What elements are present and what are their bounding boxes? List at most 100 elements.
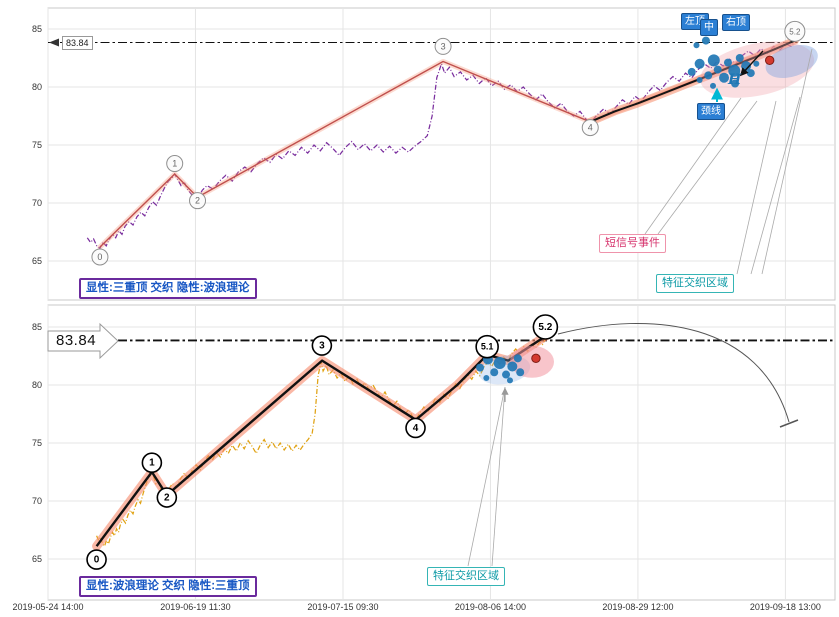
x-tick-label: 2019-08-29 12:00 <box>602 602 673 612</box>
signal-dot <box>507 361 518 372</box>
wave-point-circle <box>189 192 207 210</box>
wave-point-label: 3 <box>441 41 446 51</box>
price-level-flag-top: 83.84 <box>62 36 93 50</box>
key-signal-dot <box>764 55 775 66</box>
y-tick-label: 70 <box>32 496 42 506</box>
y-tick-label: 75 <box>32 140 42 150</box>
signal-dot <box>704 71 713 80</box>
annotation-decorations <box>47 38 813 567</box>
signal-dot <box>701 36 710 45</box>
wave-point-label: 3 <box>319 341 325 352</box>
panel-frame <box>47 7 836 301</box>
wave-point-label: 0 <box>94 555 100 566</box>
wave-point-circle <box>434 37 452 55</box>
middle-top-label: 中 <box>700 19 718 36</box>
wave-point-circle <box>532 314 559 340</box>
projection-curve-cap <box>779 419 799 428</box>
signal-dot <box>502 370 511 379</box>
y-tick-label: 85 <box>32 24 42 34</box>
explicit-pattern-legend-top: 显性:三重顶 交织 隐性:波浪理论 <box>79 278 257 299</box>
y-tick-label: 70 <box>32 198 42 208</box>
short-signal-event-label: 短信号事件 <box>599 234 666 253</box>
y-tick-label: 65 <box>32 554 42 564</box>
bottom-panel: 65 70 75 80 85 0 1 2 3 4 5.1 5.2 <box>32 304 836 601</box>
hline-pointer-icon <box>49 38 59 47</box>
signal-dot <box>506 377 513 384</box>
price-level-banner-value: 83.84 <box>56 332 97 349</box>
signal-dot <box>696 77 703 84</box>
cluster-ellipse <box>700 41 815 98</box>
signal-dot <box>731 79 740 88</box>
wave-point-circle <box>311 335 333 356</box>
wave-point-circle <box>475 334 499 359</box>
callout-leader-line <box>491 386 506 567</box>
pattern-pointer-arrow-icon <box>739 50 764 77</box>
price-line <box>86 40 797 250</box>
wave-point-label: 0 <box>97 252 102 262</box>
signal-dot <box>746 69 755 78</box>
wave-point-circle <box>166 155 184 173</box>
signal-dot <box>710 82 717 89</box>
feature-zone-label-top: 特征交织区域 <box>656 274 734 293</box>
wave-point-label: 1 <box>149 458 155 469</box>
wave-point-label: 4 <box>413 423 419 434</box>
signal-dot <box>693 42 700 49</box>
projection-curve-arrow <box>557 322 790 423</box>
key-signal-dot <box>531 353 541 364</box>
wave-point-circle <box>784 20 806 42</box>
y-tick-label: 75 <box>32 438 42 448</box>
callout-leader-line <box>644 97 742 235</box>
signal-dot <box>713 65 722 74</box>
signal-dot <box>723 58 732 67</box>
signal-dot <box>687 67 696 76</box>
panel-frame <box>47 304 836 601</box>
x-tick-label: 2019-06-19 11:30 <box>160 602 230 612</box>
cluster-ellipse <box>765 44 818 79</box>
signal-dot <box>753 60 760 67</box>
wave-point-label: 5.2 <box>538 322 552 333</box>
signal-dot <box>735 54 744 62</box>
price-level-banner-arrow-icon <box>47 322 119 360</box>
height-h-label: H <box>728 72 742 88</box>
wave-point-circle <box>91 248 109 266</box>
wave-point-label: 2 <box>195 196 200 206</box>
wave-point-circle <box>405 417 426 439</box>
wave-point-label: 5.2 <box>789 27 801 36</box>
wave-point-label: 4 <box>588 123 593 133</box>
signal-dot <box>707 54 720 67</box>
callout-leader-line <box>467 386 506 567</box>
signal-dot <box>516 368 525 377</box>
signal-dot <box>490 368 499 377</box>
callout-leader-line <box>736 100 777 275</box>
y-tick-label: 65 <box>32 256 42 266</box>
feature-zone-label-bottom: 特征交织区域 <box>427 567 505 586</box>
wave-point-label: 5.1 <box>481 342 494 352</box>
y-tick-label: 80 <box>32 380 42 390</box>
callout-leader-line <box>750 96 801 275</box>
signal-dot <box>513 354 522 363</box>
right-top-label: 右顶 <box>722 14 750 31</box>
top-panel: 65 70 75 80 85 0 1 2 3 4 5.2 <box>32 7 836 301</box>
wave-point-label: 1 <box>172 159 177 169</box>
wave-point-circle <box>581 119 599 137</box>
wave-point-label: 2 <box>164 493 170 504</box>
signal-dot <box>728 64 741 77</box>
wave-point-circle <box>141 452 163 474</box>
signal-dot <box>694 58 705 69</box>
callout-leader-line <box>657 100 758 235</box>
wave-point-circle <box>86 549 107 570</box>
neckline-label: 颈线 <box>697 103 725 120</box>
y-tick-label: 85 <box>32 322 42 332</box>
x-tick-label: 2019-05-24 14:00 <box>12 602 83 612</box>
x-tick-label: 2019-08-06 14:00 <box>455 602 526 612</box>
explicit-pattern-legend-bottom: 显性:波浪理论 交织 隐性:三重顶 <box>79 576 257 597</box>
x-tick-label: 2019-07-15 09:30 <box>307 602 378 612</box>
signal-dot <box>483 375 490 382</box>
y-tick-label: 80 <box>32 82 42 92</box>
signal-dot <box>719 72 730 83</box>
wave-point-circle <box>156 487 178 508</box>
signal-dot <box>476 363 485 372</box>
x-tick-label: 2019-09-18 13:00 <box>750 602 821 612</box>
